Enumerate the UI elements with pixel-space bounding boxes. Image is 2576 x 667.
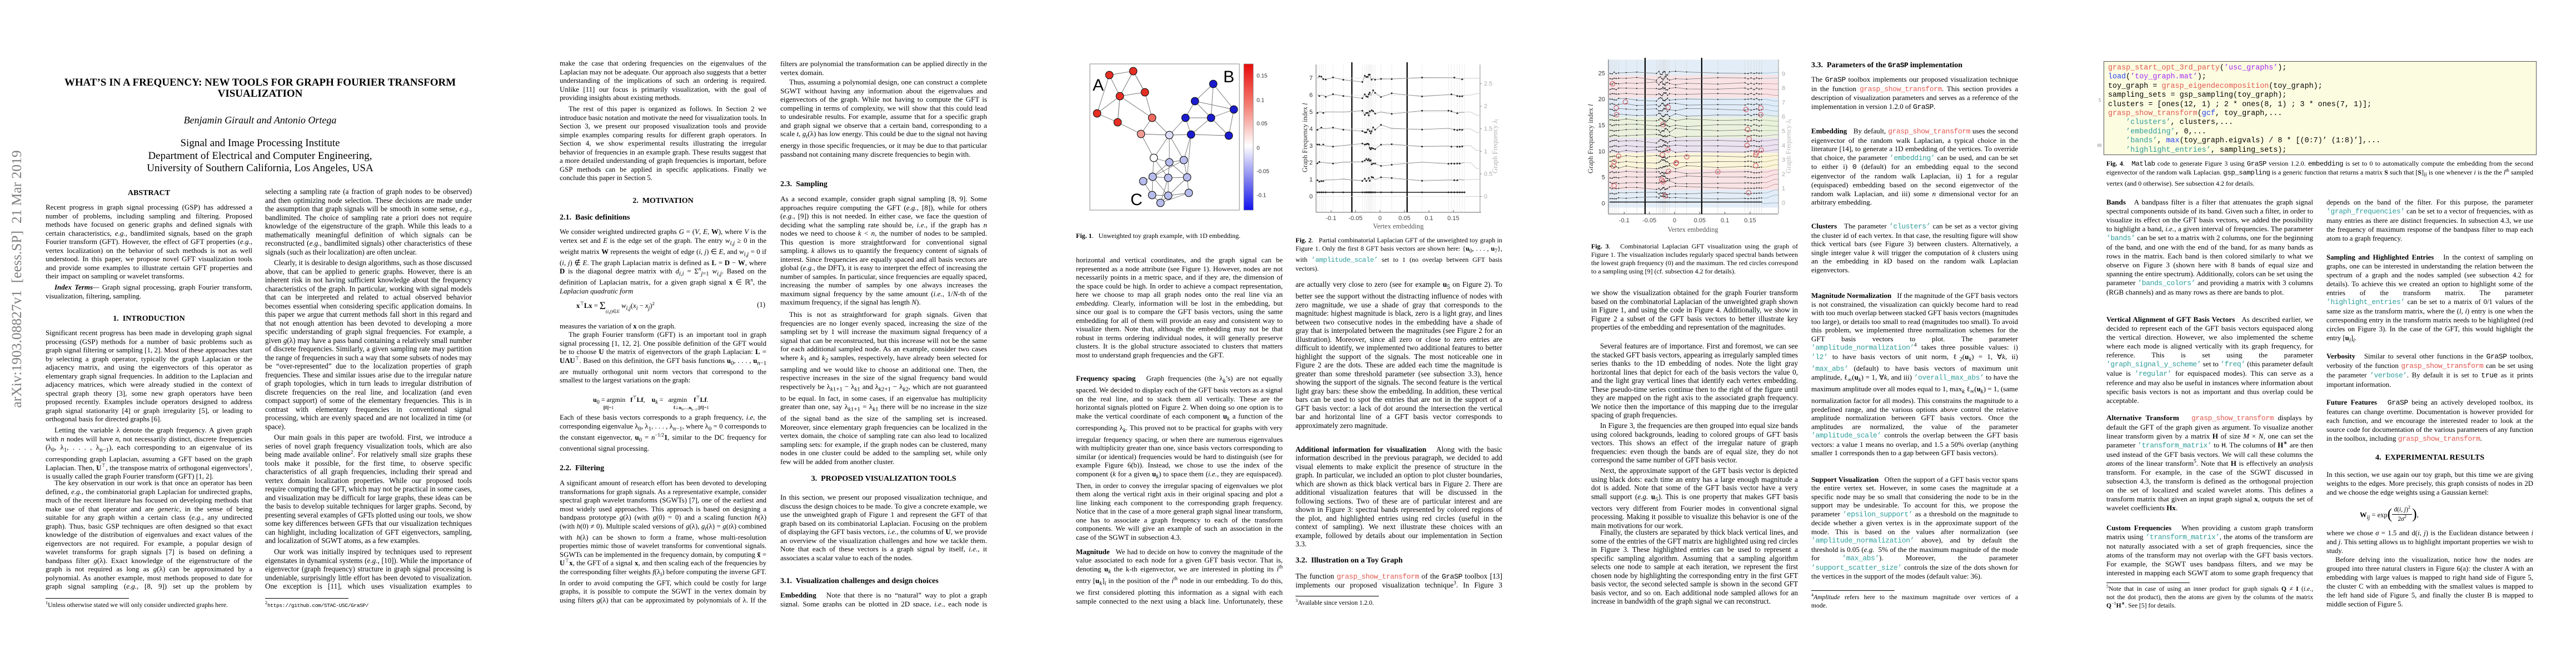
svg-text:1.5: 1.5 bbox=[1484, 126, 1492, 132]
svg-text:Graph Frequency index l: Graph Frequency index l bbox=[1301, 103, 1309, 172]
svg-text:-0.05: -0.05 bbox=[1257, 169, 1269, 175]
svg-text:Graph Frequency λl: Graph Frequency λl bbox=[1491, 118, 1499, 173]
svg-text:0.15: 0.15 bbox=[1744, 217, 1756, 224]
svg-text:3: 3 bbox=[1309, 143, 1313, 150]
svg-text:0.05: 0.05 bbox=[1694, 217, 1706, 224]
svg-text:4: 4 bbox=[1782, 142, 1785, 149]
svg-text:0.05: 0.05 bbox=[1257, 121, 1268, 127]
svg-text:0.1: 0.1 bbox=[1257, 98, 1264, 104]
svg-text:1: 1 bbox=[1484, 148, 1487, 155]
svg-text:0: 0 bbox=[1309, 193, 1313, 200]
svg-text:0.1: 0.1 bbox=[1721, 217, 1729, 224]
svg-text:7: 7 bbox=[1309, 75, 1313, 82]
svg-text:A: A bbox=[1093, 76, 1104, 94]
svg-text:-0.1: -0.1 bbox=[1619, 217, 1630, 224]
svg-text:6: 6 bbox=[1782, 114, 1785, 121]
svg-text:15: 15 bbox=[1598, 122, 1605, 129]
svg-text:Vertex embedding: Vertex embedding bbox=[1373, 222, 1424, 230]
svg-text:3: 3 bbox=[1782, 157, 1785, 163]
svg-text:-0.1: -0.1 bbox=[1257, 193, 1267, 199]
svg-text:9: 9 bbox=[1782, 71, 1785, 77]
svg-text:8: 8 bbox=[1782, 85, 1785, 92]
svg-text:C: C bbox=[1130, 191, 1143, 209]
svg-text:-0.1: -0.1 bbox=[1326, 215, 1337, 222]
svg-text:-0.05: -0.05 bbox=[1348, 215, 1362, 222]
svg-text:0.1: 0.1 bbox=[1424, 215, 1433, 222]
svg-text:0.15: 0.15 bbox=[1447, 215, 1459, 222]
svg-text:B: B bbox=[1223, 68, 1234, 86]
svg-text:0.05: 0.05 bbox=[1398, 215, 1410, 222]
svg-text:-0.05: -0.05 bbox=[1642, 217, 1656, 224]
svg-text:0: 0 bbox=[1673, 217, 1676, 224]
svg-text:5: 5 bbox=[1782, 128, 1785, 135]
svg-text:1: 1 bbox=[1309, 177, 1313, 183]
svg-text:25: 25 bbox=[1598, 70, 1605, 77]
svg-text:20: 20 bbox=[1598, 96, 1605, 103]
svg-text:0.5: 0.5 bbox=[1484, 171, 1492, 177]
svg-text:2: 2 bbox=[1782, 171, 1785, 178]
svg-text:Vertex embedding: Vertex embedding bbox=[1667, 226, 1718, 233]
svg-text:2.5: 2.5 bbox=[1484, 81, 1492, 87]
svg-text:6: 6 bbox=[1309, 92, 1313, 99]
svg-text:5: 5 bbox=[1309, 109, 1313, 116]
svg-text:2: 2 bbox=[1484, 103, 1487, 110]
svg-text:Graph Frequency index l: Graph Frequency index l bbox=[1587, 104, 1595, 173]
svg-text:2: 2 bbox=[1309, 160, 1313, 166]
svg-text:4: 4 bbox=[1309, 126, 1313, 132]
svg-text:0: 0 bbox=[1378, 215, 1382, 222]
svg-text:0.15: 0.15 bbox=[1257, 73, 1268, 79]
svg-text:7: 7 bbox=[1782, 99, 1785, 106]
svg-text:0: 0 bbox=[1782, 200, 1785, 207]
svg-text:5: 5 bbox=[1602, 175, 1605, 181]
svg-text:10: 10 bbox=[1598, 148, 1605, 155]
svg-text:Graph Frequency λl: Graph Frequency λl bbox=[1785, 118, 1793, 173]
svg-text:0: 0 bbox=[1257, 146, 1260, 152]
svg-text:1: 1 bbox=[1782, 186, 1785, 192]
svg-text:0: 0 bbox=[1484, 193, 1487, 200]
svg-text:0: 0 bbox=[1602, 201, 1605, 207]
